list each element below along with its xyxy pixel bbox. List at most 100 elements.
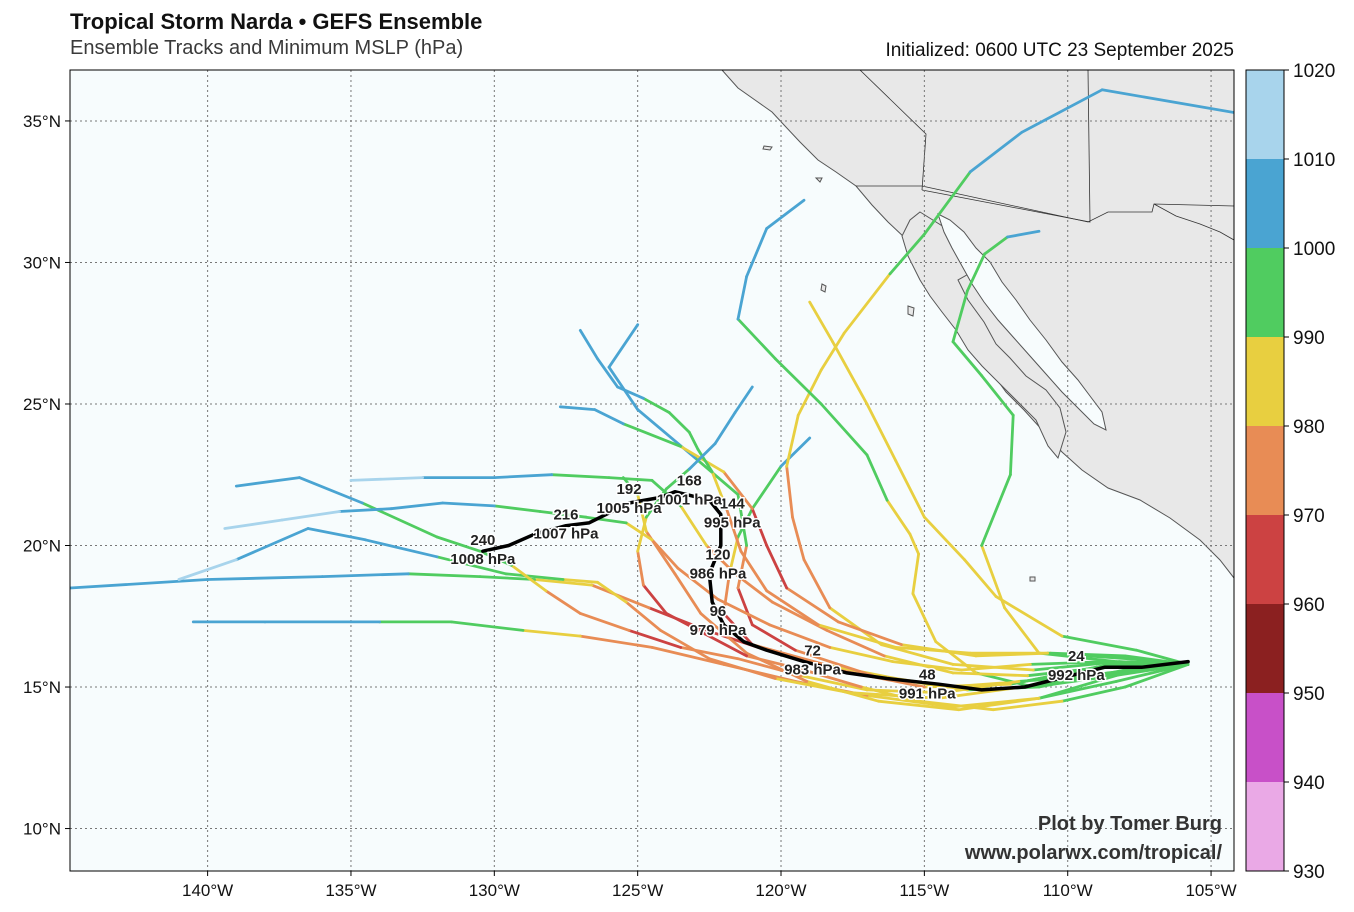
forecast-hour-label: 240 (470, 532, 495, 549)
colorbar-bin (1246, 515, 1284, 604)
y-tick-label: 20°N (23, 537, 61, 556)
colorbar-bin (1246, 70, 1284, 159)
member-track-segment (722, 572, 731, 615)
member-track-segment (710, 470, 728, 511)
member-track-segment (650, 478, 683, 508)
credit-url: www.polarwx.com/tropical/ (964, 842, 1223, 864)
member-track-segment (736, 493, 748, 547)
member-track-segment (908, 532, 920, 556)
member-track-segment (1100, 88, 1234, 114)
member-track-segment (808, 300, 834, 344)
member-track-segment (389, 501, 445, 511)
member-track-segment (1020, 88, 1104, 134)
member-track-segment (791, 515, 806, 562)
forecast-hour-label: 48 (919, 667, 936, 684)
x-tick-label: 115°W (899, 881, 949, 900)
member-track-segment (699, 612, 748, 655)
member-track-segment (739, 549, 769, 593)
colorbar-label: 1010 (1293, 150, 1335, 171)
member-track-segment (644, 487, 668, 519)
colorbar-label: 930 (1293, 862, 1325, 883)
member-track-segment (596, 357, 619, 389)
x-tick-label: 125°W (612, 881, 663, 900)
member-track-segment (1060, 634, 1138, 652)
member-track-segment (750, 464, 783, 511)
member-track-segment (561, 578, 599, 584)
member-track-segment (593, 408, 625, 426)
member-track-segment (785, 586, 840, 624)
member-track-segment (687, 442, 717, 471)
x-tick-label: 110°W (1043, 881, 1093, 900)
member-track-segment (234, 527, 310, 562)
member-track-segment (733, 385, 754, 414)
forecast-hour-label: 96 (710, 603, 727, 620)
member-track-segment (679, 444, 726, 474)
member-track-segment (980, 473, 1012, 547)
member-track-segment (492, 504, 542, 513)
forecast-hour-label: 24 (1068, 648, 1085, 665)
member-track-segment (578, 328, 599, 361)
member-track-segment (923, 515, 966, 562)
colorbar-bin (1246, 159, 1284, 248)
member-track-segment (707, 657, 777, 680)
member-track-segment (435, 535, 482, 553)
member-track-segment (607, 476, 654, 482)
member-track-segment (558, 405, 597, 412)
member-track-segment (206, 575, 324, 581)
member-track-segment (736, 544, 748, 590)
x-tick-label: 140°W (182, 881, 233, 900)
member-track-segment (533, 578, 594, 587)
member-track-segment (891, 660, 963, 672)
member-track-segment (966, 252, 986, 293)
state-border-tx-nm (1153, 203, 1234, 241)
island-socorro (1029, 576, 1036, 582)
member-track-segment (951, 289, 969, 344)
member-track-segment (234, 476, 301, 488)
member-track-segment (636, 549, 645, 587)
colorbar-label: 1020 (1293, 61, 1335, 82)
colorbar-label: 940 (1293, 773, 1325, 794)
member-track-segment (816, 623, 898, 649)
mslp-value-label: 1001 hPa (657, 492, 723, 509)
member-track-segment (1060, 685, 1127, 703)
state-border-ca-nv (859, 70, 927, 191)
member-track-segment (584, 515, 628, 525)
member-track-segment (1009, 413, 1015, 477)
member-track-segment (917, 699, 995, 712)
member-track-segment (888, 232, 926, 276)
member-track-segment (885, 498, 912, 536)
chart-title: Tropical Storm Narda • GEFS Ensemble (70, 9, 483, 34)
island-channel (762, 145, 823, 183)
member-track-segment (765, 589, 820, 627)
member-track-segment (733, 572, 774, 604)
member-track-segment (765, 198, 806, 230)
member-track-segment (951, 671, 1029, 678)
member-track-segment (642, 583, 668, 615)
island-guadalupe (820, 283, 827, 293)
member-track-segment (745, 654, 806, 672)
member-track-segment (538, 510, 588, 519)
member-track-segment (624, 521, 654, 542)
member-track-segment (828, 606, 883, 646)
member-track-segment (673, 572, 703, 615)
x-tick-label: 120°W (755, 881, 806, 900)
y-tick-label: 10°N (23, 820, 61, 839)
member-track-segment (793, 648, 875, 678)
land-layer (721, 70, 1234, 582)
mslp-value-label: 995 hPa (704, 514, 761, 531)
y-tick-label: 30°N (23, 253, 61, 272)
member-track-segment (478, 575, 536, 581)
member-track-segment (1046, 651, 1130, 661)
member-track-segment (745, 227, 769, 279)
member-track-segment (679, 646, 740, 661)
member-track-segment (968, 130, 1024, 174)
forecast-hour-label: 72 (804, 643, 821, 660)
member-track-segment (725, 507, 743, 553)
forecast-hour-label: 192 (617, 481, 642, 498)
member-track-segment (802, 558, 832, 610)
mean-track-line (481, 489, 1190, 692)
member-track-segment (859, 685, 920, 703)
member-track-segment (736, 586, 754, 627)
member-track-segment (765, 544, 789, 590)
